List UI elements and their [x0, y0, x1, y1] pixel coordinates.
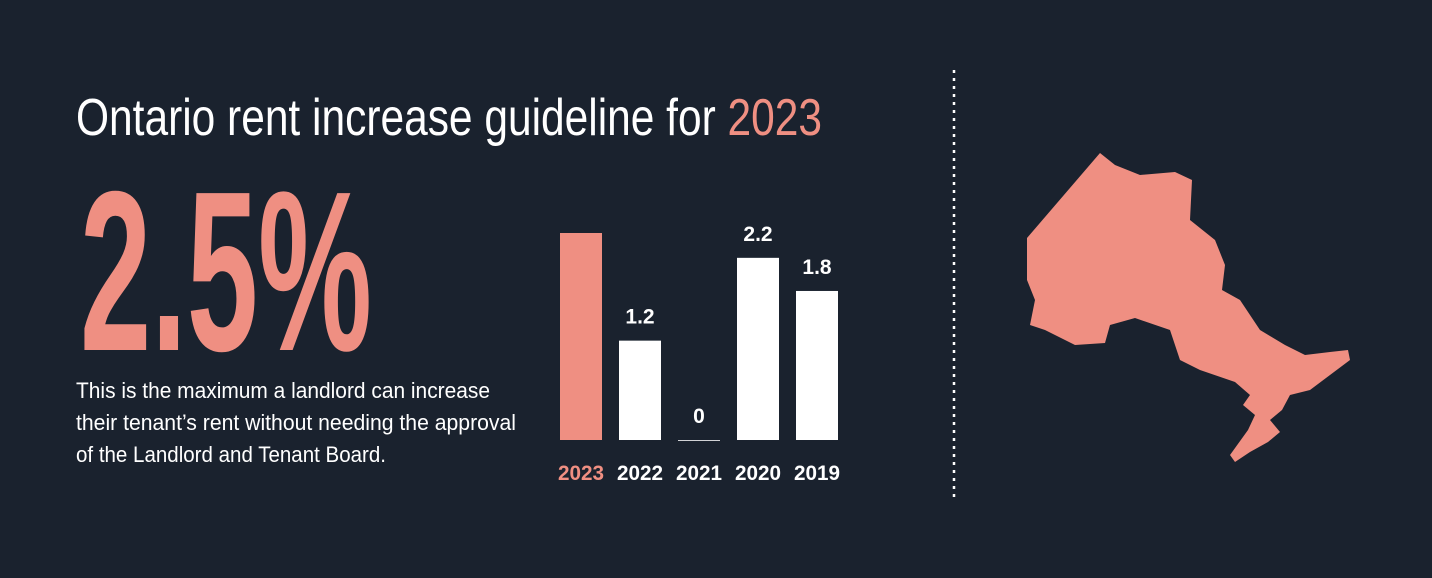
value-label: 0 — [693, 405, 705, 428]
title: Ontario rent increase guideline for 2023 — [76, 89, 822, 147]
title-highlight: 2023 — [728, 89, 822, 147]
description-line: their tenant’s rent without needing the … — [76, 410, 516, 435]
bar — [560, 233, 602, 440]
category-label: 2019 — [794, 462, 840, 485]
headline-value: 2.5% — [80, 145, 372, 399]
ontario-map — [1027, 153, 1350, 462]
category-label: 2022 — [617, 462, 663, 485]
value-label: 1.2 — [625, 306, 654, 329]
category-label: 2021 — [676, 462, 722, 485]
title-text: Ontario rent increase guideline for — [76, 89, 728, 147]
bar — [737, 257, 779, 440]
bar — [619, 340, 661, 440]
description-line: This is the maximum a landlord can incre… — [76, 378, 490, 403]
bar-chart: 2023 1.2 2022 0 2021 2.2 2020 1.8 2019 — [558, 223, 840, 485]
bar — [678, 440, 720, 441]
value-label: 2.2 — [743, 223, 772, 246]
category-label: 2020 — [735, 462, 781, 485]
bar — [796, 290, 838, 440]
category-label: 2023 — [558, 462, 604, 485]
value-label: 1.8 — [802, 256, 832, 279]
description-line: of the Landlord and Tenant Board. — [76, 442, 386, 467]
